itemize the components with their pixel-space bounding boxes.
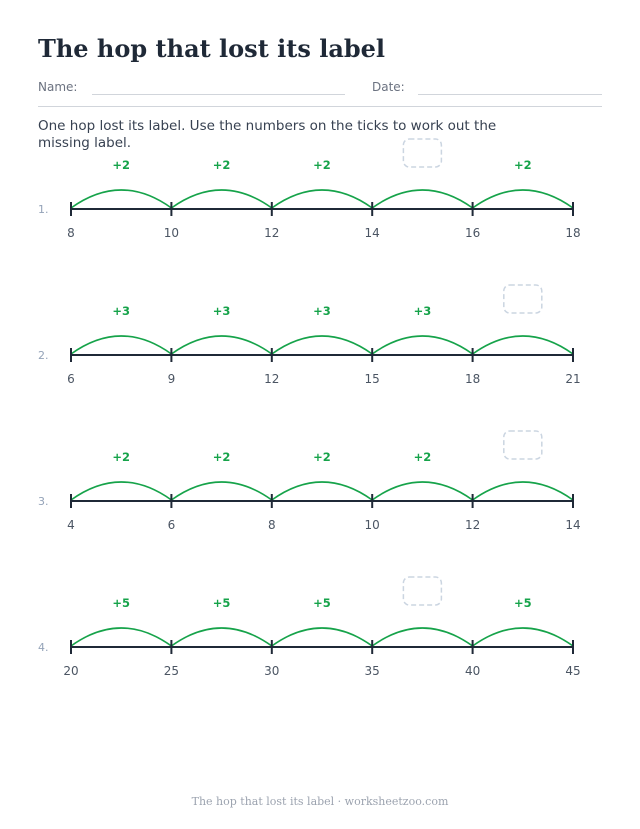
- hop-arc: [170, 481, 273, 501]
- hop-label: +2: [414, 450, 432, 464]
- tick-label: 45: [565, 664, 580, 678]
- number-line-problem: 4. 20 25 30 35 40 45 +5 +5 +5 +5: [38, 576, 581, 678]
- hop-arc: [271, 189, 373, 209]
- tick-label: 14: [365, 226, 380, 240]
- missing-hop-label-box[interactable]: [503, 284, 543, 314]
- hop-label: +5: [313, 596, 331, 610]
- tick-label: 9: [168, 372, 176, 386]
- tick-label: 10: [164, 226, 179, 240]
- hop-arc: [70, 335, 172, 355]
- hop-arc: [371, 627, 474, 647]
- hop-arc: [70, 627, 172, 647]
- hop-arc: [70, 481, 172, 501]
- hop-arc: [371, 335, 474, 355]
- tick-label: 35: [365, 664, 380, 678]
- missing-hop-label-box[interactable]: [503, 430, 543, 460]
- tick-label: 12: [264, 226, 279, 240]
- tick-label: 12: [264, 372, 279, 386]
- problem-number: 3.: [38, 495, 49, 508]
- tick-label: 8: [67, 226, 75, 240]
- tick-label: 8: [268, 518, 276, 532]
- hop-arc: [170, 335, 273, 355]
- hop-label: +5: [112, 596, 130, 610]
- tick-label: 6: [168, 518, 176, 532]
- hop-arc: [271, 481, 373, 501]
- missing-hop-label-box[interactable]: [402, 138, 443, 168]
- hop-label: +2: [313, 450, 331, 464]
- hop-arc: [472, 481, 574, 501]
- hop-label: +2: [112, 450, 130, 464]
- hop-label: +2: [514, 158, 532, 172]
- hop-arc: [472, 189, 574, 209]
- tick-label: 18: [565, 226, 580, 240]
- problem-number: 1.: [38, 203, 49, 216]
- hop-label: +2: [213, 450, 231, 464]
- problem-number: 2.: [38, 349, 49, 362]
- tick-label: 4: [67, 518, 75, 532]
- tick-label: 16: [465, 226, 480, 240]
- hop-arc: [271, 627, 373, 647]
- hop-label: +3: [213, 304, 231, 318]
- hop-arc: [371, 481, 474, 501]
- tick-label: 18: [465, 372, 480, 386]
- tick-label: 15: [365, 372, 380, 386]
- tick-label: 6: [67, 372, 75, 386]
- hop-arc: [371, 189, 474, 209]
- footer: The hop that lost its label · worksheetz…: [191, 795, 449, 808]
- date-field-line[interactable]: [418, 94, 602, 95]
- tick-label: 10: [365, 518, 380, 532]
- hop-arc: [170, 189, 273, 209]
- worksheet-title: The hop that lost its label: [38, 34, 386, 63]
- number-line-problem: 1. 8 10 12 14 16 18 +2 +2 +2 +2: [38, 138, 581, 240]
- hop-label: +2: [112, 158, 130, 172]
- instructions: One hop lost its label. Use the numbers …: [38, 118, 497, 151]
- name-field-line[interactable]: [92, 94, 345, 95]
- number-line-problem: 2. 6 9 12 15 18 21 +3 +3 +3 +3: [38, 284, 581, 386]
- name-label: Name:: [38, 80, 78, 94]
- hop-label: +3: [414, 304, 432, 318]
- hop-arc: [472, 335, 574, 355]
- number-line-problem: 3. 4 6 8 10 12 14 +2 +2 +2 +2: [38, 430, 581, 532]
- hop-label: +2: [313, 158, 331, 172]
- missing-hop-label-box[interactable]: [402, 576, 443, 606]
- hop-label: +3: [313, 304, 331, 318]
- tick-label: 25: [164, 664, 179, 678]
- tick-label: 14: [565, 518, 580, 532]
- tick-label: 30: [264, 664, 279, 678]
- header-divider: [38, 106, 602, 107]
- tick-label: 20: [63, 664, 78, 678]
- hop-arc: [70, 189, 172, 209]
- hop-label: +5: [213, 596, 231, 610]
- hop-label: +2: [213, 158, 231, 172]
- tick-label: 21: [565, 372, 580, 386]
- tick-label: 40: [465, 664, 480, 678]
- hop-arc: [170, 627, 273, 647]
- problem-number: 4.: [38, 641, 49, 654]
- hop-label: +3: [112, 304, 130, 318]
- hop-arc: [271, 335, 373, 355]
- tick-label: 12: [465, 518, 480, 532]
- hop-label: +5: [514, 596, 532, 610]
- date-label: Date:: [372, 80, 405, 94]
- hop-arc: [472, 627, 574, 647]
